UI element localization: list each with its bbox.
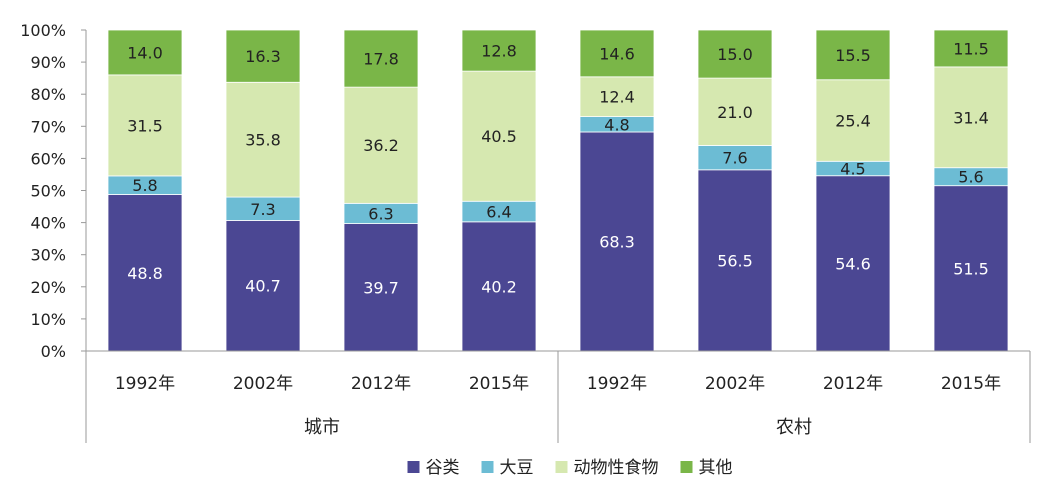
x-tick-label: 2015年 <box>941 374 1001 394</box>
legend-swatch <box>680 461 693 473</box>
legend: 谷类 大豆 动物性食物 其他 <box>407 458 733 478</box>
data-label: 14.6 <box>599 44 635 63</box>
data-label: 48.8 <box>127 264 163 283</box>
legend-swatch <box>555 461 568 473</box>
data-label: 40.7 <box>245 277 281 296</box>
legend-label: 动物性食物 <box>574 458 659 478</box>
data-label: 31.4 <box>953 108 989 127</box>
bar-segment <box>225 220 301 352</box>
bar-segment <box>107 74 183 177</box>
bars-layer <box>107 29 1009 352</box>
x-tick-label: 2015年 <box>469 374 529 394</box>
data-label: 6.3 <box>368 204 393 223</box>
data-label: 31.5 <box>127 116 163 135</box>
y-axis: 0% 10% 20% 30% 40% 50% 60% 70% 80% 90% 100% <box>20 21 87 361</box>
data-label: 5.6 <box>958 168 983 187</box>
legend-swatch <box>481 461 494 473</box>
y-tick-label: 60% <box>30 149 66 168</box>
bar-segment <box>225 81 301 198</box>
y-tick-label: 80% <box>30 85 66 104</box>
y-tick-label: 30% <box>30 246 66 265</box>
legend-swatch <box>407 461 420 473</box>
data-label: 14.0 <box>127 43 163 62</box>
data-label: 54.6 <box>835 254 871 273</box>
bar-segment <box>343 29 419 88</box>
bar-segment <box>343 86 419 204</box>
data-label: 11.5 <box>953 39 989 58</box>
bar-segment <box>697 145 773 171</box>
data-label: 35.8 <box>245 131 281 150</box>
data-label: 5.8 <box>132 176 157 195</box>
group-label: 城市 <box>304 417 340 438</box>
data-label: 21.0 <box>717 103 753 122</box>
bar-segment <box>815 175 891 352</box>
bar-segment <box>579 76 655 117</box>
bar-segment <box>933 66 1009 169</box>
x-tick-label: 2002年 <box>705 374 765 394</box>
bar-segment <box>107 29 183 76</box>
x-tick-label: 1992年 <box>115 374 175 394</box>
data-label: 12.8 <box>481 42 517 61</box>
legend-label: 谷类 <box>426 458 460 478</box>
legend-label: 大豆 <box>500 458 534 478</box>
bar-segment <box>697 169 773 352</box>
data-labels-layer: 48.8 5.8 31.5 14.0 40.7 7.3 35.8 16.3 39.7 6.3 36.… <box>127 39 989 297</box>
data-label: 12.4 <box>599 88 635 107</box>
x-tick-label: 2012年 <box>351 374 411 394</box>
x-tick-label: 2002年 <box>233 374 293 394</box>
y-tick-label: 10% <box>30 310 66 329</box>
bar-segment <box>579 29 655 78</box>
bar-segment <box>815 79 891 162</box>
bar-segment <box>815 29 891 81</box>
x-axis: 1992年 2002年 2012年 2015年 1992年 2002年 2012年 2015年… <box>85 350 1031 443</box>
data-label: 56.5 <box>717 251 753 270</box>
bar-segment <box>343 223 419 352</box>
y-tick-label: 90% <box>30 53 66 72</box>
bar-segment <box>697 29 773 79</box>
x-tick-label: 2012年 <box>823 374 883 394</box>
data-label: 68.3 <box>599 232 635 251</box>
bar-segment <box>225 29 301 83</box>
data-label: 15.0 <box>717 45 753 64</box>
y-tick-label: 0% <box>41 342 66 361</box>
bar-segment <box>107 194 183 352</box>
data-label: 4.8 <box>604 115 629 134</box>
y-tick-label: 20% <box>30 278 66 297</box>
data-label: 15.5 <box>835 46 871 65</box>
group-label: 农村 <box>776 417 812 438</box>
bar-segment <box>461 29 537 72</box>
data-label: 7.3 <box>250 200 275 219</box>
data-label: 6.4 <box>486 203 511 222</box>
data-label: 40.5 <box>481 127 517 146</box>
data-label: 16.3 <box>245 47 281 66</box>
y-tick-label: 70% <box>30 117 66 136</box>
data-label: 25.4 <box>835 112 871 131</box>
data-label: 51.5 <box>953 259 989 278</box>
x-tick-label: 1992年 <box>587 374 647 394</box>
bar-segment <box>461 221 537 352</box>
bar-segment <box>933 29 1009 68</box>
y-tick-label: 40% <box>30 214 66 233</box>
data-label: 17.8 <box>363 50 399 69</box>
data-label: 39.7 <box>363 278 399 297</box>
y-tick-label: 50% <box>30 182 66 201</box>
data-label: 7.6 <box>722 149 747 168</box>
bar-segment <box>579 131 655 352</box>
legend-label: 其他 <box>699 458 733 478</box>
data-label: 40.2 <box>481 277 517 296</box>
y-tick-label: 100% <box>20 21 66 40</box>
data-label: 4.5 <box>840 160 865 179</box>
data-label: 36.2 <box>363 136 399 155</box>
